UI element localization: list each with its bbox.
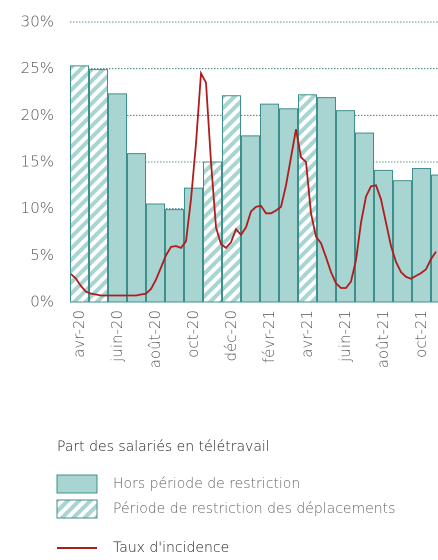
- x-tick-label: août-21: [374, 310, 392, 368]
- bar: [184, 187, 203, 303]
- bar: [89, 69, 108, 303]
- y-tick-label: 0%: [30, 293, 54, 311]
- bar: [127, 153, 146, 303]
- legend-swatch: [56, 499, 98, 519]
- legend-label: Taux d'incidence: [113, 540, 229, 556]
- bar: [203, 161, 222, 303]
- x-tick-label: oct-21: [412, 310, 430, 358]
- bar: [431, 174, 438, 303]
- bar: [241, 135, 260, 303]
- x-tick-label: juin-20: [108, 310, 126, 363]
- bar: [393, 180, 412, 303]
- bar: [222, 95, 241, 303]
- bar: [260, 103, 279, 303]
- bar: [298, 94, 317, 303]
- bar: [108, 93, 127, 303]
- legend-label: Période de restriction des déplacements: [113, 501, 395, 517]
- bar: [374, 169, 393, 303]
- incidence-line: [70, 70, 437, 297]
- bar: [165, 209, 184, 303]
- y-tick-label: 25%: [21, 59, 54, 77]
- x-tick-label: avr-20: [70, 310, 88, 358]
- x-tick-label: déc-20: [222, 310, 240, 362]
- y-tick-label: 30%: [21, 13, 54, 31]
- x-tick-label: août-20: [146, 310, 164, 368]
- legend-title: Part des salariés en télétravail: [57, 439, 270, 455]
- x-tick-label: avr-21: [298, 310, 316, 358]
- bar: [336, 110, 355, 303]
- bar: [355, 132, 374, 303]
- y-tick-label: 10%: [21, 199, 54, 217]
- y-tick-label: 5%: [30, 246, 54, 264]
- y-tick-label: 20%: [21, 106, 54, 124]
- legend-swatch: [56, 474, 98, 494]
- bar: [146, 203, 165, 303]
- bar: [412, 168, 431, 303]
- y-tick-label: 15%: [21, 153, 54, 171]
- bar: [317, 97, 336, 303]
- legend-label: Hors période de restriction: [113, 476, 300, 492]
- x-tick-label: févr-21: [260, 310, 278, 363]
- bar: [70, 65, 89, 303]
- bar: [279, 108, 298, 303]
- x-tick-label: oct-20: [184, 310, 202, 358]
- x-tick-label: juin-21: [336, 310, 354, 363]
